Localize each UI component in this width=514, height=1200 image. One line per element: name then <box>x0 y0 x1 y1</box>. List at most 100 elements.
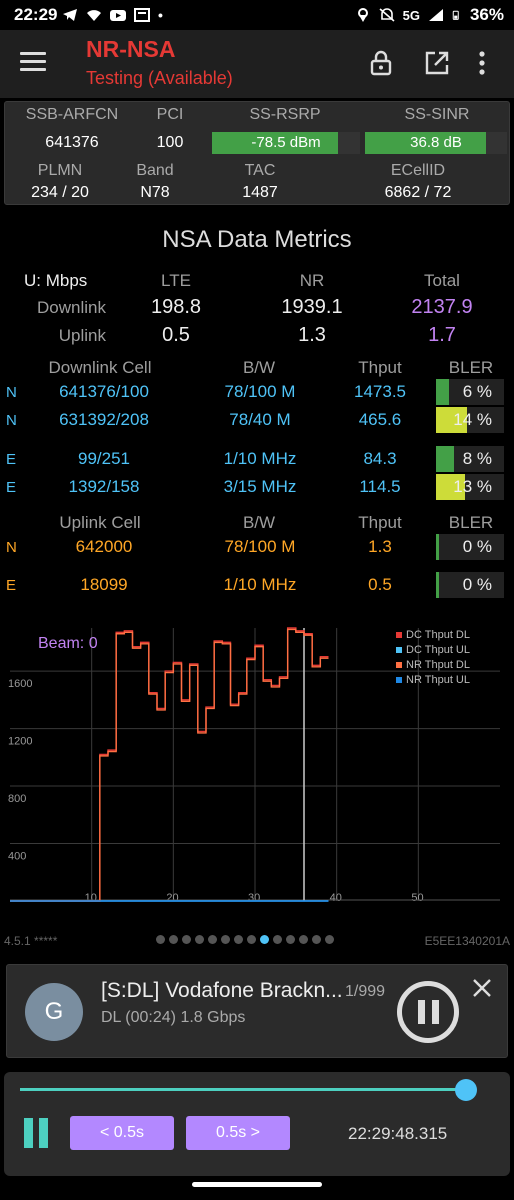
page-dot[interactable] <box>234 935 243 944</box>
app-subtitle: Testing (Available) <box>86 68 233 88</box>
dl-row-bler-fill <box>436 474 465 500</box>
playback-timestamp: 22:29:48.315 <box>348 1124 448 1143</box>
dl-row-type: N <box>6 384 17 401</box>
more-vert-icon[interactable] <box>476 50 488 76</box>
chart-legend: DC Thput DL DC Thput UL NR Thput DL NR Thpu… <box>396 629 470 686</box>
dl-row-cell: 641376/100 <box>59 382 149 401</box>
menu-icon[interactable] <box>20 52 46 72</box>
status-bar: 22:29 • 5G 36% <box>0 0 514 30</box>
dl-row-bler-fill <box>436 446 454 472</box>
status-left-icons: • <box>62 7 163 23</box>
notification-count: 1/999 <box>345 983 386 1000</box>
page-dot[interactable] <box>195 935 204 944</box>
ul-row-bler-fill <box>436 572 439 598</box>
notification-pause-button[interactable] <box>397 981 459 1043</box>
x-tick-label: 20 <box>166 892 178 904</box>
step-back-button[interactable]: < 0.5s <box>70 1116 174 1150</box>
cell-info-card: SSB-ARFCN PCI SS-RSRP SS-SINR 641376 100… <box>4 101 510 205</box>
rsrp-value: -78.5 dBm <box>251 134 321 151</box>
dl-row-bler-meter: 8 % <box>436 446 504 472</box>
dl-row-type: N <box>6 412 17 429</box>
lock-icon[interactable] <box>368 50 394 76</box>
notification-title: [S:DL] Vodafone Brackn... <box>101 979 343 1002</box>
sinr-label: SS-SINR <box>404 106 470 123</box>
ul-row-bler: 0 % <box>462 537 492 556</box>
app-title: NR-NSA <box>86 36 176 62</box>
col-lte: LTE <box>161 271 191 290</box>
y-tick-label: 400 <box>8 851 26 863</box>
pause-icon[interactable] <box>24 1118 50 1148</box>
legend-label: NR Thput UL <box>406 674 470 686</box>
legend-swatch <box>396 677 402 683</box>
dl-row-bler: 6 % <box>462 382 492 401</box>
dl-row-bler: 8 % <box>462 449 492 468</box>
open-external-icon[interactable] <box>424 50 450 76</box>
news-icon <box>134 8 150 22</box>
dl-row-thput: 114.5 <box>359 477 401 496</box>
x-tick-label: 50 <box>411 892 423 904</box>
playback-slider-handle[interactable] <box>455 1079 478 1101</box>
page-dot[interactable] <box>156 935 165 944</box>
dl-row-cell: 99/251 <box>78 449 130 468</box>
dl-row-bler: 14 % <box>453 410 492 429</box>
page-dot[interactable] <box>299 935 308 944</box>
playback-slider[interactable] <box>20 1088 472 1091</box>
ecellid-label: ECellID <box>390 162 446 179</box>
page-dot[interactable] <box>260 935 269 944</box>
tac-value: 1487 <box>242 184 278 201</box>
legend-swatch <box>396 632 402 638</box>
ul-row-bw: 78/100 M <box>224 537 296 556</box>
status-dot: • <box>158 7 163 23</box>
downlink-nr: 1939.1 <box>281 296 343 318</box>
sinr-value: 36.8 dB <box>410 134 462 151</box>
location-icon <box>357 8 368 22</box>
step-forward-button[interactable]: 0.5s > <box>186 1116 290 1150</box>
sinr-meter: 36.8 dB <box>365 132 507 154</box>
app-bar: NR-NSA Testing (Available) <box>0 30 514 98</box>
band-value: N78 <box>140 184 170 201</box>
ecellid-value: 6862 / 72 <box>384 184 452 201</box>
ul-row-type: E <box>6 577 17 594</box>
page-indicator[interactable] <box>156 935 334 944</box>
rsrp-meter: -78.5 dBm <box>212 132 360 154</box>
page-dot[interactable] <box>273 935 282 944</box>
sinr-meter-fill <box>365 132 486 154</box>
page-dot[interactable] <box>221 935 230 944</box>
ul-bw-header: B/W <box>242 513 276 532</box>
page-dot[interactable] <box>182 935 191 944</box>
tac-label: TAC <box>244 162 276 179</box>
media-notification[interactable]: G [S:DL] Vodafone Brackn... 1/999 DL (00… <box>6 964 508 1058</box>
dl-row-bw: 78/100 M <box>224 382 296 401</box>
dl-bler-header: BLER <box>448 358 494 377</box>
dl-row-type: E <box>6 479 17 496</box>
ul-row-cell: 642000 <box>75 537 133 556</box>
legend-swatch <box>396 647 402 653</box>
page-dot[interactable] <box>312 935 321 944</box>
y-tick-label: 1600 <box>8 678 32 690</box>
legend-label: NR Thput DL <box>406 659 470 671</box>
page-dot[interactable] <box>247 935 256 944</box>
battery-icon <box>452 10 459 20</box>
pci-value: 100 <box>156 134 184 151</box>
wifi-icon <box>87 10 101 21</box>
rsrp-meter-fill <box>212 132 338 154</box>
status-time: 22:29 <box>14 5 58 24</box>
dl-row-cell: 631392/208 <box>59 410 149 429</box>
close-icon[interactable] <box>471 977 493 999</box>
plmn-label: PLMN <box>37 162 83 179</box>
dl-row-bw: 3/15 MHz <box>223 477 297 496</box>
page-dot[interactable] <box>286 935 295 944</box>
chart-series <box>10 627 329 902</box>
page-dot[interactable] <box>169 935 178 944</box>
page-dot[interactable] <box>325 935 334 944</box>
youtube-icon <box>110 10 126 21</box>
app-version: 4.5.1 ***** <box>4 934 58 948</box>
ul-row-cell: 18099 <box>80 575 128 594</box>
dl-thput-header: Thput <box>358 358 402 377</box>
dl-row-cell: 1392/158 <box>68 477 140 496</box>
home-indicator[interactable] <box>192 1182 322 1187</box>
page-dot[interactable] <box>208 935 217 944</box>
ul-row-bler-fill <box>436 534 439 560</box>
dl-row-thput: 1473.5 <box>354 382 406 401</box>
